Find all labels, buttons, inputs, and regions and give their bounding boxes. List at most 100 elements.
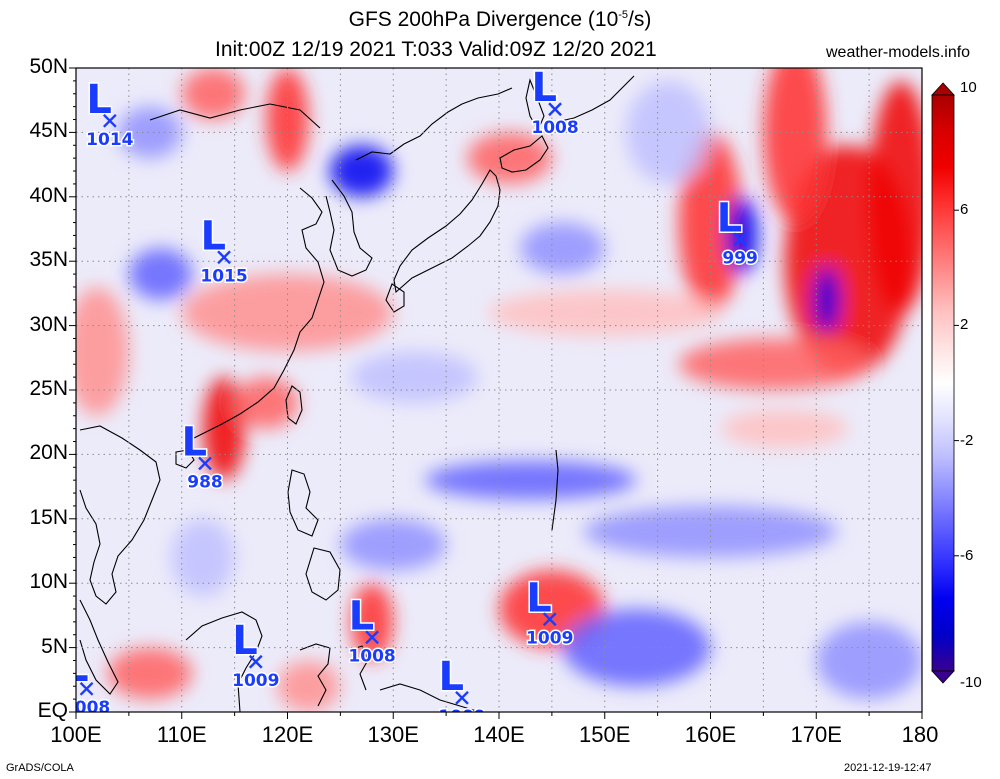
longitude-label: 140E xyxy=(473,722,525,747)
field-blob xyxy=(869,80,922,313)
latitude-label: 40N xyxy=(29,183,68,207)
field-blob xyxy=(181,68,246,120)
coast-malay xyxy=(79,599,119,695)
longitude-label: 180 xyxy=(901,722,939,747)
longitude-label: 160E xyxy=(684,722,737,747)
field-blob xyxy=(329,145,394,197)
coast-korea xyxy=(325,179,373,277)
field-blob xyxy=(678,338,870,390)
coast-mongolia-border xyxy=(149,103,321,129)
coast-philippines-south xyxy=(305,547,341,601)
latitude-label: 30N xyxy=(29,312,68,336)
field-blob xyxy=(128,248,193,300)
low-x-mark xyxy=(217,250,231,265)
field-blob xyxy=(583,505,838,558)
low-x-mark xyxy=(248,654,263,669)
latitude-label: EQ xyxy=(37,699,68,722)
low-center: L 1014 xyxy=(85,75,135,151)
colorbar-bottom-arrow xyxy=(931,670,955,684)
field-blob xyxy=(350,351,478,403)
low-letter: L xyxy=(349,593,375,639)
coast-japan-hokkaido xyxy=(499,135,549,173)
field-blob xyxy=(276,660,341,712)
low-center: L 1008 xyxy=(63,643,112,718)
field-blob xyxy=(721,409,848,448)
field-blob xyxy=(562,608,711,687)
colorbar-tick-label: 2 xyxy=(960,316,969,334)
low-pressure-value: 1009 xyxy=(438,707,485,727)
latitude-label: 35N xyxy=(29,248,68,272)
longitude-label: 130E xyxy=(367,722,419,747)
field-blob xyxy=(467,132,552,184)
low-center: L 1009 xyxy=(231,616,281,692)
low-center: L 988 xyxy=(180,418,224,494)
low-center: L 999 xyxy=(715,194,759,270)
coast-japan-kyushu xyxy=(385,283,405,313)
coast-russia-east xyxy=(355,87,513,161)
low-center: L 1015 xyxy=(199,212,249,288)
field-blob xyxy=(726,196,759,275)
longitude-label: 110E xyxy=(156,722,207,747)
field-blob xyxy=(107,647,193,700)
longitude-label: 120E xyxy=(261,722,314,747)
colorbar-tick-label: -2 xyxy=(960,431,974,449)
longitude-label: 100E xyxy=(50,722,102,747)
field-blob xyxy=(266,68,309,172)
field-blob xyxy=(763,68,827,223)
low-center: L 1009 xyxy=(437,652,487,727)
low-pressure-centers: L 1014 L 1015 L 1008 L 999 L 988 L 1008 L 1009 L 1008 L 1… xyxy=(63,65,759,727)
coast-borneo xyxy=(185,611,263,712)
coast-sulawesi xyxy=(299,643,331,707)
low-x-mark xyxy=(455,690,469,705)
low-pressure-value: 1014 xyxy=(86,130,133,150)
field-blob xyxy=(340,518,447,571)
field-blob xyxy=(488,289,722,336)
low-pressure-value: 1009 xyxy=(232,671,279,691)
low-pressure-value: 1009 xyxy=(526,628,573,648)
colorbar-tick-label: 6 xyxy=(960,201,969,219)
colorbar xyxy=(931,82,959,684)
map-subtitle: Init:00Z 12/19 2021 T:033 Valid:09Z 12/2… xyxy=(215,38,657,61)
low-pressure-value: 1008 xyxy=(63,698,110,718)
colorbar-tick-label: -10 xyxy=(960,674,982,691)
coast-hainan xyxy=(175,449,195,469)
low-letter: L xyxy=(717,195,743,241)
coast-micronesia xyxy=(551,449,559,531)
low-letter: L xyxy=(232,618,258,664)
low-letter: L xyxy=(182,419,208,465)
axis-ticks xyxy=(69,67,923,719)
site-label: weather-models.info xyxy=(826,44,971,61)
low-pressure-value: 1015 xyxy=(200,266,247,286)
coast-taiwan xyxy=(285,385,303,425)
low-pressure-value: 999 xyxy=(722,248,758,268)
colorbar-gradient xyxy=(931,94,955,672)
low-x-mark xyxy=(198,456,212,471)
coast-luzon xyxy=(287,469,319,537)
latitude-label: 15N xyxy=(29,505,68,529)
longitude-label: 170E xyxy=(790,722,842,747)
coast-new-guinea xyxy=(379,683,481,712)
colorbar-top-arrow xyxy=(931,82,955,96)
latitude-label: 5N xyxy=(41,634,68,658)
footer-software: GrADS/COLA xyxy=(6,762,74,774)
coast-kamchatka-kurils xyxy=(555,75,635,123)
footer-timestamp: 2021-12-19-12:47 xyxy=(844,762,932,774)
low-x-mark xyxy=(365,630,379,645)
colorbar-tick-label: 10 xyxy=(960,79,977,96)
latitude-label: 45N xyxy=(29,119,68,143)
field-blob xyxy=(118,106,182,159)
low-x-mark xyxy=(102,113,117,128)
low-x-mark xyxy=(733,232,747,247)
low-center: L 1009 xyxy=(525,574,575,650)
low-center: L 1008 xyxy=(347,592,397,668)
latitude-label: 50N xyxy=(29,55,68,78)
coast-japan-honshu xyxy=(393,169,501,294)
low-letter: L xyxy=(532,65,558,111)
lat-lon-grid xyxy=(76,68,922,712)
low-x-mark xyxy=(79,681,94,696)
low-x-mark xyxy=(542,612,557,627)
field-blob xyxy=(171,518,235,597)
low-letter: L xyxy=(438,654,464,700)
map-title: GFS 200hPa Divergence (10-5/s) xyxy=(348,8,652,31)
